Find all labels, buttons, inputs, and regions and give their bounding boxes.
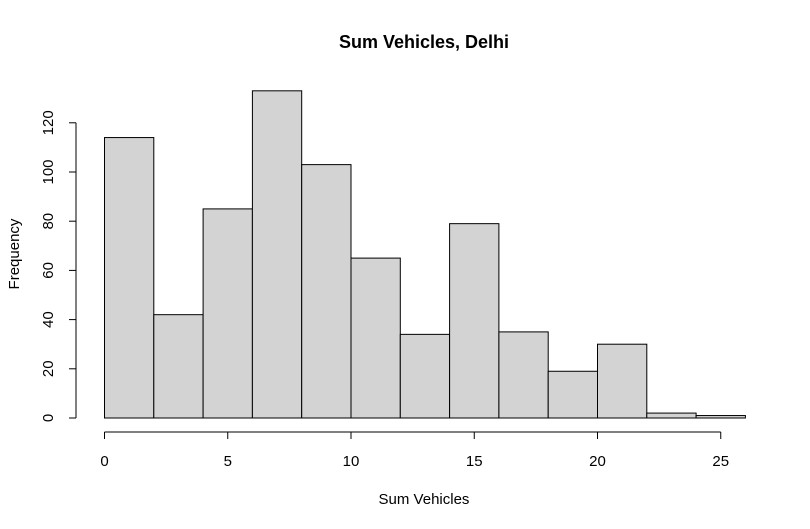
x-tick-label-2: 10 [343,453,360,470]
x-tick-label-1: 5 [224,453,232,470]
x-axis: 0 5 10 15 20 25 [100,431,729,470]
histogram-bar-7 [449,223,500,419]
y-tick-label-5: 100 [40,159,57,184]
x-tick-label-3: 15 [466,453,483,470]
y-axis: 0 20 40 60 80 100 120 [40,110,77,422]
histogram-bar-4 [301,164,352,419]
y-axis-label: Frequency [6,218,23,289]
y-tick-label-3: 60 [40,262,57,279]
histogram-bar-1 [153,314,204,419]
x-axis-label: Sum Vehicles [379,491,470,508]
histogram-bar-6 [399,333,451,419]
histogram-bar-12 [695,415,746,419]
y-tick-label-1: 20 [40,360,57,377]
y-tick-label-2: 40 [40,311,57,328]
x-tick-label-4: 20 [589,453,606,470]
histogram-bar-9 [547,370,599,419]
y-tick-label-0: 0 [40,414,57,422]
y-tick-label-4: 80 [40,213,57,230]
bars-group [104,90,746,419]
histogram-bar-0 [104,137,155,419]
histogram-bar-10 [597,343,648,419]
histogram-bar-8 [498,331,549,419]
histogram-bar-5 [350,257,401,419]
histogram-bar-11 [646,412,697,419]
chart-title: Sum Vehicles, Delhi [339,32,509,52]
x-tick-label-5: 25 [712,453,729,470]
histogram-bar-3 [251,90,303,419]
x-tick-label-0: 0 [100,453,108,470]
y-tick-label-6: 120 [40,110,57,135]
histogram-bar-2 [202,208,253,419]
